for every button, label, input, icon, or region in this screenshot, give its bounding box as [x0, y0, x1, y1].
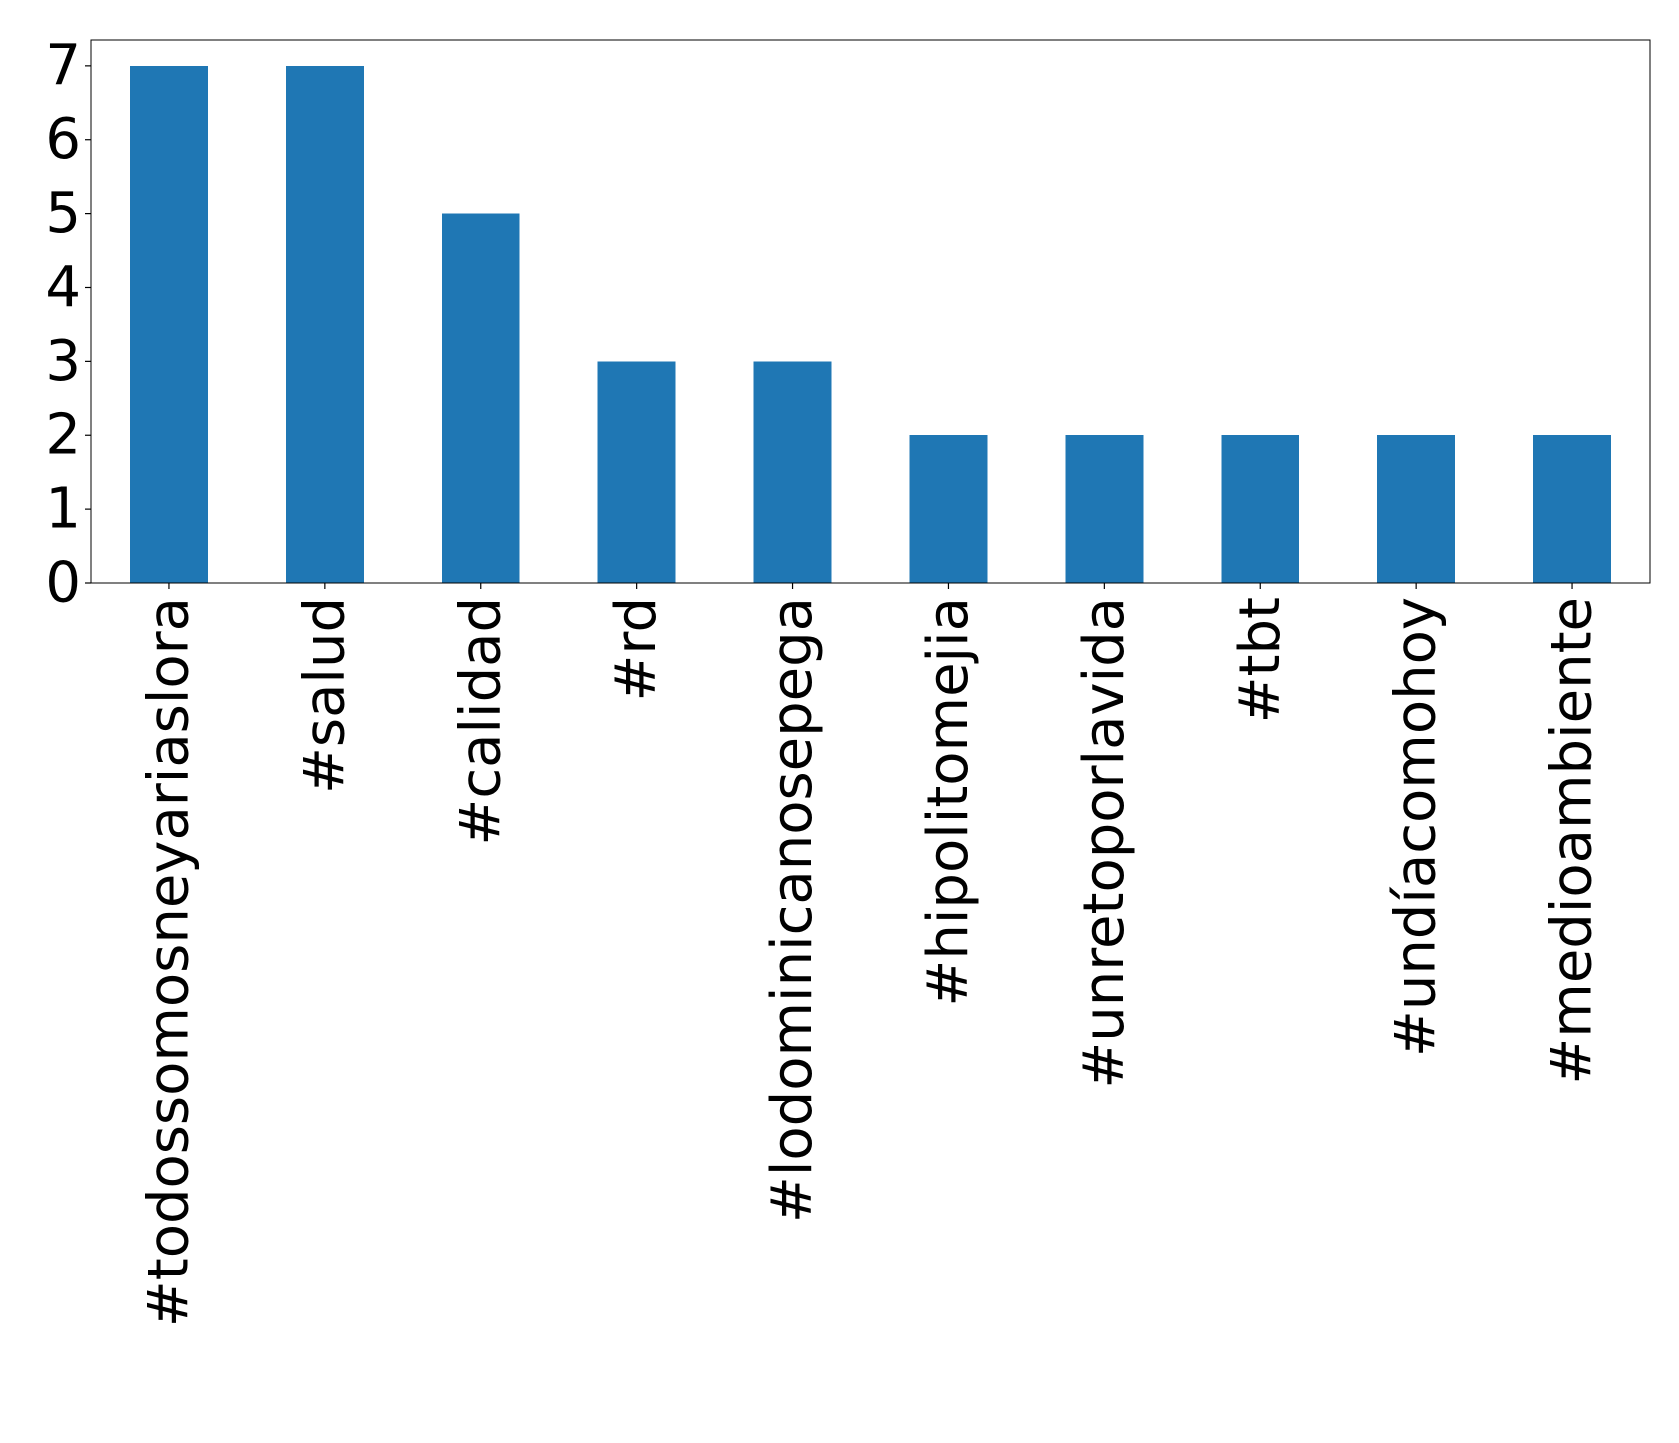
bar-8	[1377, 435, 1456, 583]
x-tick-label: #tbt	[1228, 597, 1293, 723]
y-tick-label: 6	[45, 107, 81, 172]
bar-0	[129, 65, 208, 584]
bar-6	[1065, 435, 1144, 583]
x-tick-label: #todossomosneyariaslora	[136, 597, 201, 1327]
y-tick-label: 7	[45, 33, 81, 98]
x-tick-label: #hipolitomejia	[916, 597, 981, 1007]
x-tick-label: #medioambiente	[1540, 597, 1605, 1085]
bars-layer	[129, 65, 1612, 584]
x-tick-label: #calidad	[448, 597, 513, 846]
bar-5	[909, 435, 988, 583]
bar-3	[597, 361, 676, 583]
y-tick-label: 0	[45, 551, 81, 616]
y-tick-label: 2	[45, 403, 81, 468]
x-tick-label: #salud	[292, 597, 357, 794]
x-tick-label: #undíacomohoy	[1384, 597, 1449, 1057]
bar-4	[753, 361, 832, 583]
bar-2	[441, 213, 520, 583]
bar-9	[1533, 435, 1612, 583]
bar-1	[285, 65, 364, 584]
x-axis: #todossomosneyariaslora #salud #calidad #rd…	[136, 583, 1605, 1327]
y-axis: 0 1 2 3 4 5 6 7	[45, 33, 91, 616]
plot-frame	[90, 39, 1651, 584]
y-tick-label: 1	[45, 477, 81, 542]
x-tick-label: #lodominicanosepega	[760, 597, 825, 1223]
x-tick-label: #rd	[604, 597, 669, 702]
y-tick-label: 5	[45, 181, 81, 246]
x-tick-label: #unretoporlavida	[1072, 597, 1137, 1089]
bar-7	[1221, 435, 1300, 583]
y-tick-label: 4	[45, 255, 81, 320]
y-tick-label: 3	[45, 329, 81, 394]
